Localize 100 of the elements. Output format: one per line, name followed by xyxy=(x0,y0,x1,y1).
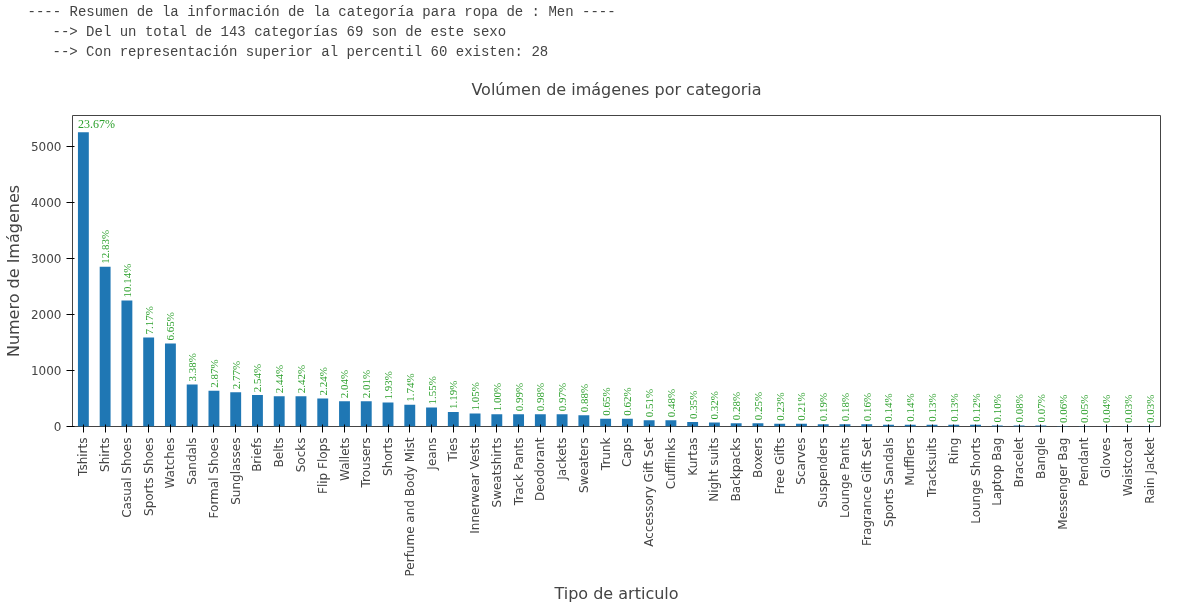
annotation: 0.88% xyxy=(577,383,590,413)
annotation: 12.83% xyxy=(99,229,112,264)
x-tick-label: Sports Shoes xyxy=(141,437,156,516)
x-tick-label: Sandals xyxy=(185,437,200,485)
annotation: 0.03% xyxy=(1143,394,1156,423)
annotation: 0.03% xyxy=(1121,394,1134,423)
y-tick-label: 0 xyxy=(53,420,62,434)
x-tick-label: Sweatshirts xyxy=(489,437,504,508)
x-tick-label: Deodorant xyxy=(533,437,548,502)
x-tick-label: Kurtas xyxy=(685,437,700,476)
annotation: 1.00% xyxy=(490,382,503,412)
annotation: 6.65% xyxy=(164,312,177,341)
annotation: 0.16% xyxy=(860,392,873,422)
x-tick-label: Shirts xyxy=(98,437,113,472)
x-tick-label: Trunk xyxy=(598,437,613,472)
x-tick-label: Watches xyxy=(163,437,178,489)
x-tick-label: Ties xyxy=(446,437,461,463)
y-tick-label: 2000 xyxy=(30,307,62,322)
annotation: 0.12% xyxy=(969,393,982,422)
annotation: 0.14% xyxy=(882,393,895,422)
annotation: 0.14% xyxy=(904,393,917,422)
annotation: 0.13% xyxy=(926,393,939,422)
bar xyxy=(339,401,350,427)
annotation: 10.14% xyxy=(120,263,133,298)
annotation: 0.62% xyxy=(621,387,634,416)
x-tick-label: Belts xyxy=(272,437,287,468)
x-tick-label: Laptop Bag xyxy=(990,437,1005,506)
x-tick-label: Sweaters xyxy=(576,437,591,493)
x-tick-label: Briefs xyxy=(250,437,265,472)
bar xyxy=(186,384,198,427)
x-tick-label: Pendant xyxy=(1077,437,1092,487)
x-tick-label: Caps xyxy=(620,437,635,468)
bar xyxy=(99,266,111,427)
annotation: 0.32% xyxy=(708,391,721,420)
annotation: 0.99% xyxy=(512,382,525,412)
bar xyxy=(447,411,459,427)
x-tick-label: Rain Jacket xyxy=(1142,437,1157,504)
annotation: 0.07% xyxy=(1034,393,1047,423)
x-tick-label: Tshirts xyxy=(76,437,91,477)
bar xyxy=(382,402,394,427)
x-tick-label: Bangle xyxy=(1033,437,1048,480)
y-tick-label: 4000 xyxy=(30,195,62,210)
x-tick-label: Flip Flops xyxy=(315,437,330,494)
x-tick-label: Night suits xyxy=(707,437,722,502)
x-tick-label: Bracelet xyxy=(1012,437,1027,488)
x-tick-label: Cufflinks xyxy=(663,437,678,490)
x-tick-label: Jeans xyxy=(424,437,439,471)
annotation: 2.04% xyxy=(338,369,351,399)
x-tick-label: Sunglasses xyxy=(228,437,243,505)
bar xyxy=(469,413,481,427)
bar xyxy=(513,414,525,427)
bar xyxy=(77,132,89,427)
annotation: 0.97% xyxy=(556,382,569,412)
annotation: 0.25% xyxy=(751,391,764,421)
annotation: 2.77% xyxy=(229,360,242,390)
x-tick-label: Waistcoat xyxy=(1120,437,1135,497)
bar xyxy=(273,396,285,427)
annotation: 1.55% xyxy=(425,376,438,405)
bar xyxy=(643,420,655,427)
annotation: 0.48% xyxy=(664,388,677,418)
bar xyxy=(295,396,307,427)
x-tick-label: Lounge Pants xyxy=(837,437,852,518)
bar xyxy=(164,343,176,427)
x-tick-label: Boxers xyxy=(750,437,765,479)
x-tick-label: Fragrance Gift Set xyxy=(859,437,874,546)
text: --> Con representación superior al percentil 60 existen: 28 xyxy=(52,43,549,60)
bar xyxy=(578,415,590,427)
x-tick-label: Messenger Bag xyxy=(1055,437,1070,530)
annotation: 2.87% xyxy=(207,359,220,388)
annotation: 0.35% xyxy=(686,390,699,420)
annotation: 0.18% xyxy=(838,392,851,422)
text: --> Del un total de 143 categorías 69 son de este sexo xyxy=(52,23,507,40)
bar xyxy=(426,407,437,427)
x-tick-label: Formal Shoes xyxy=(206,437,221,519)
x-tick-label: Wallets xyxy=(337,437,352,481)
x-tick-label: Socks xyxy=(293,437,308,473)
x-tick-label: Ring xyxy=(946,437,961,465)
bar xyxy=(143,337,155,427)
annotation: 1.05% xyxy=(469,382,482,411)
text: ---- Resumen de la información de la categoría para ropa de : Men ---- xyxy=(27,3,616,20)
annotation: 0.10% xyxy=(991,393,1004,423)
bar xyxy=(252,395,263,427)
x-tick-label: Lounge Shorts xyxy=(968,437,983,524)
annotation: 1.74% xyxy=(403,373,416,402)
x-tick-label: Tracksuits xyxy=(925,437,940,499)
bar xyxy=(404,404,416,427)
annotation: 0.05% xyxy=(1078,394,1091,423)
bar xyxy=(491,414,503,427)
y-tick-label: 1000 xyxy=(30,363,62,378)
bar xyxy=(556,414,568,427)
annotation: 3.38% xyxy=(186,353,199,382)
bar xyxy=(360,401,372,427)
annotation: 1.93% xyxy=(382,370,395,400)
x-tick-label: Jackets xyxy=(555,437,570,481)
x-tick-label: Trousers xyxy=(359,437,374,489)
y-tick-label: 3000 xyxy=(30,251,62,266)
annotation: 0.13% xyxy=(947,393,960,422)
x-tick-label: Casual Shoes xyxy=(119,437,134,518)
annotation: 0.28% xyxy=(730,391,743,421)
annotation: 0.06% xyxy=(1056,394,1069,423)
